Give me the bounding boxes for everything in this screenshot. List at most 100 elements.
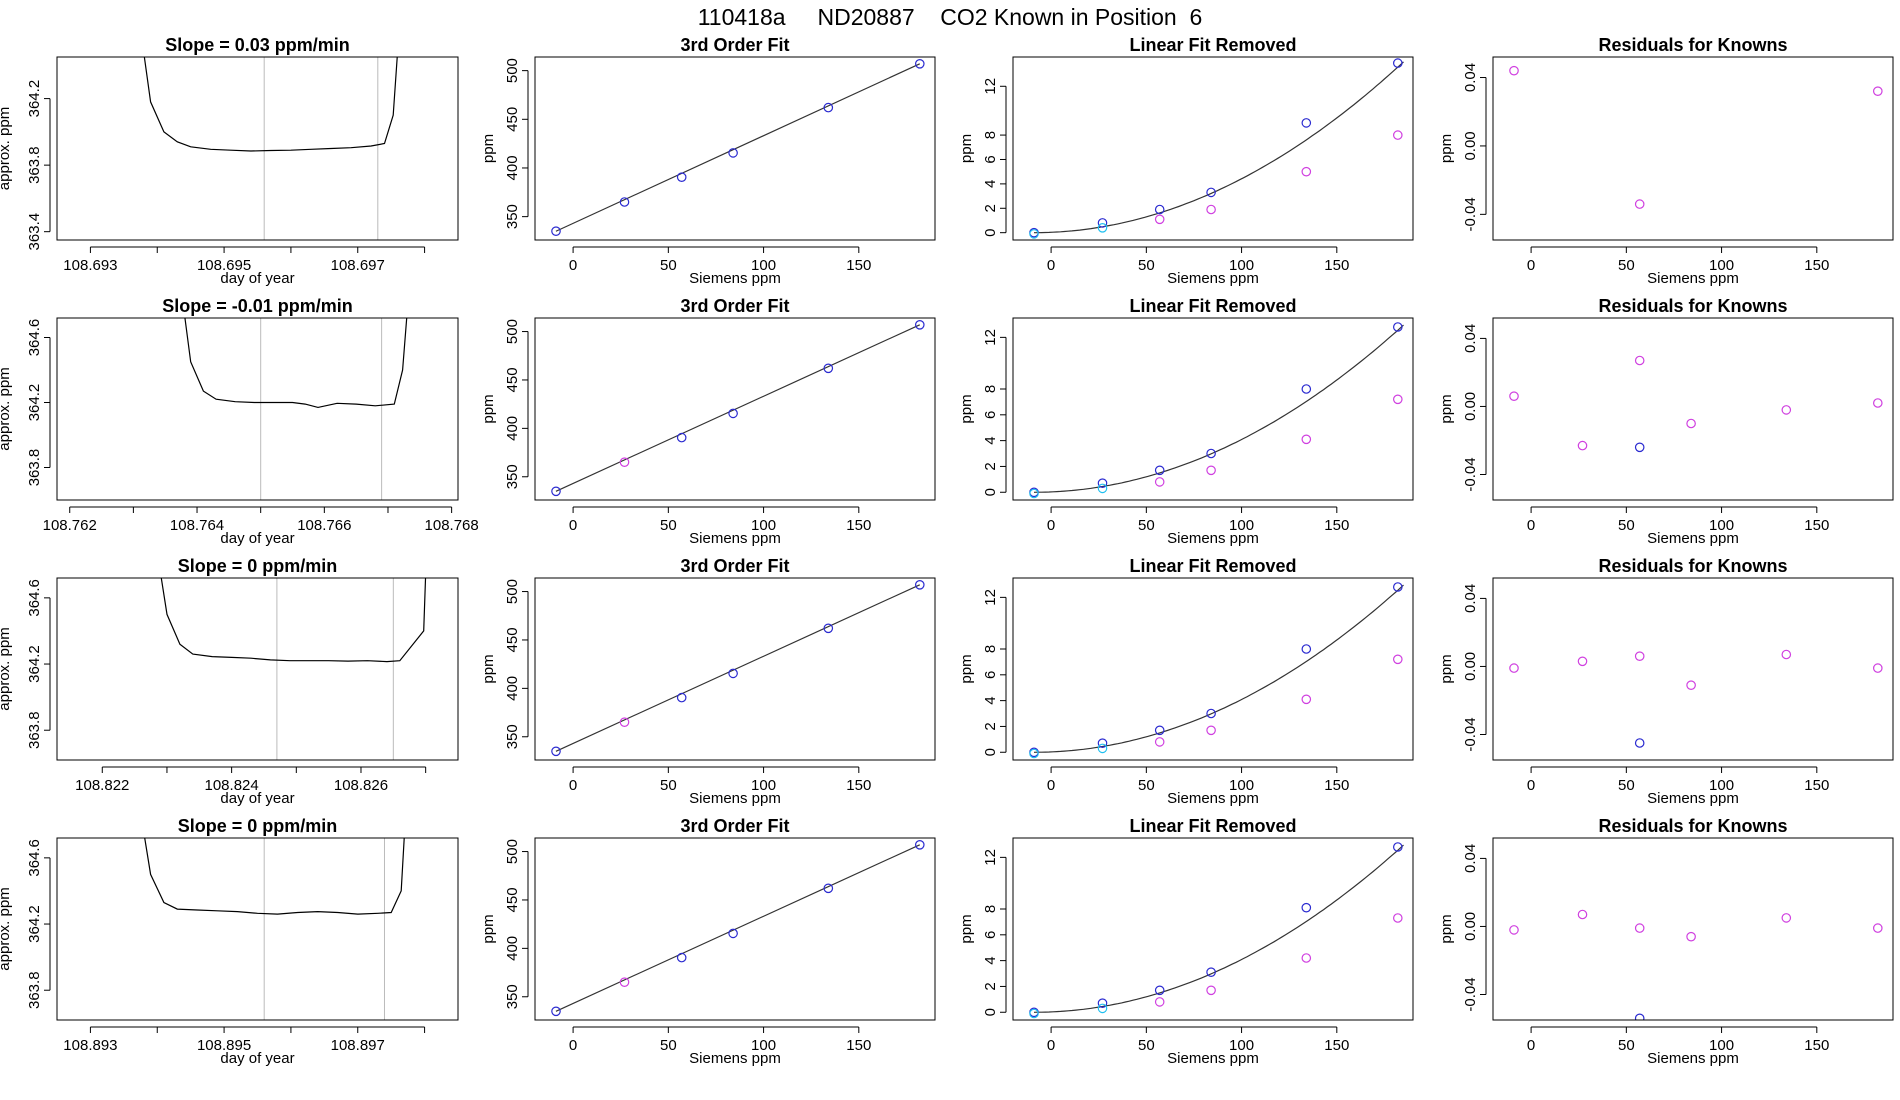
data-point — [1097, 478, 1108, 488]
y-tick-label: 363.4 — [26, 213, 43, 251]
plot-frame — [56, 56, 459, 241]
panel-r4-c1: Slope = 0 ppm/min 108.893 108.895 108.897 da… — [0, 816, 459, 1067]
data-point — [1781, 405, 1792, 415]
data-point — [1301, 644, 1312, 654]
data-point — [1781, 913, 1792, 923]
y-tick-label: 8 — [982, 905, 999, 913]
data-point — [1301, 434, 1312, 445]
data-point — [1097, 483, 1108, 494]
data-point — [914, 58, 925, 69]
y-tick-label: 4 — [982, 180, 999, 188]
x-tick-label: 50 — [1138, 1037, 1155, 1054]
panel-title: Slope = -0.01 ppm/min — [162, 296, 353, 316]
y-tick-label: 364.2 — [26, 384, 43, 422]
y-tick-label: 0.04 — [1462, 324, 1479, 353]
data-point — [1301, 118, 1312, 128]
x-tick-label: 0 — [569, 777, 577, 794]
panel-title: 3rd Order Fit — [680, 296, 789, 316]
fit-line — [555, 584, 921, 752]
x-tick-label: 50 — [1138, 517, 1155, 534]
y-tick-label: 4 — [982, 696, 999, 704]
data-point — [1634, 199, 1645, 209]
data-point — [676, 172, 687, 182]
x-tick-label: 100 — [751, 1037, 776, 1054]
data-point — [823, 363, 834, 374]
data-point — [1509, 663, 1519, 673]
y-axis-label: ppm — [480, 394, 497, 423]
plot-frame — [1012, 317, 1414, 501]
y-tick-label: 6 — [982, 411, 999, 419]
y-tick-label: 8 — [982, 385, 999, 393]
data-point — [619, 977, 630, 987]
panel-r3-c2: 3rd Order Fit 0 50 100 150 Siemens ppm 350 400 4… — [480, 556, 936, 807]
data-point — [1301, 953, 1312, 963]
data-point — [1206, 725, 1216, 736]
data-point — [1393, 582, 1403, 592]
y-axis-label: ppm — [958, 654, 975, 683]
data-point — [1154, 204, 1165, 215]
data-point — [1097, 218, 1108, 228]
panel-r4-c4: Residuals for Knowns 0 50 100 150 Siemens ppm… — [1438, 816, 1894, 1067]
panel-r1-c3: Linear Fit Removed 0 50 100 150 Siemens ppm 0 2… — [958, 35, 1414, 287]
panel-r3-c1: Slope = 0 ppm/min 108.822 108.824 108.826 da… — [0, 556, 459, 807]
x-tick-label: 100 — [751, 257, 776, 274]
panel-title: 3rd Order Fit — [680, 556, 789, 576]
y-tick-label: 400 — [504, 416, 521, 441]
panel-title: Linear Fit Removed — [1129, 35, 1296, 55]
panel-r3-c3: Linear Fit Removed 0 50 100 150 Siemens ppm 0 2… — [958, 556, 1414, 807]
panel-title: 3rd Order Fit — [680, 35, 789, 55]
plot-area — [160, 578, 427, 760]
plot-frame — [1012, 837, 1414, 1021]
data-point — [1634, 355, 1645, 366]
x-tick-label: 150 — [1804, 777, 1829, 794]
x-axis-label: Siemens ppm — [1167, 270, 1259, 287]
y-tick-label: 0.00 — [1462, 131, 1479, 160]
x-tick-label: 0 — [1527, 517, 1535, 534]
data-point — [728, 668, 738, 679]
x-tick-label: 108.762 — [43, 517, 97, 534]
y-axis-label: approx. ppm — [0, 367, 13, 450]
plot-area — [1029, 322, 1404, 499]
y-tick-label: 0 — [982, 748, 999, 756]
panel-r4-c2: 3rd Order Fit 0 50 100 150 Siemens ppm 350 400 4… — [480, 816, 936, 1067]
x-tick-label: 100 — [751, 517, 776, 534]
x-axis-label: Siemens ppm — [689, 790, 781, 807]
y-axis-label: ppm — [1438, 394, 1455, 423]
x-axis-label: Siemens ppm — [1647, 1050, 1739, 1067]
plot-area — [551, 579, 925, 757]
x-tick-label: 50 — [1618, 777, 1635, 794]
data-point — [728, 148, 738, 158]
y-tick-label: 0.04 — [1462, 63, 1479, 92]
data-point — [1393, 913, 1403, 923]
data-point — [1634, 1013, 1645, 1020]
x-tick-label: 0 — [1527, 777, 1535, 794]
y-tick-label: 363.8 — [26, 146, 43, 184]
data-point — [1154, 737, 1165, 747]
series-line — [144, 838, 405, 915]
y-tick-label: 364.6 — [26, 839, 43, 877]
x-tick-label: 150 — [1804, 1037, 1829, 1054]
x-tick-label: 108.764 — [170, 517, 224, 534]
plot-area — [551, 839, 925, 1017]
data-point — [1029, 229, 1039, 239]
data-point — [728, 928, 738, 939]
plot-frame — [56, 317, 459, 501]
x-tick-label: 108.895 — [197, 1037, 251, 1054]
data-point — [1509, 65, 1519, 76]
data-point — [1509, 391, 1519, 401]
data-point — [1686, 931, 1696, 942]
x-tick-label: 50 — [1138, 257, 1155, 274]
data-point — [1301, 694, 1312, 705]
data-point — [1634, 651, 1645, 661]
data-point — [676, 692, 687, 703]
data-point — [1577, 656, 1588, 667]
plot-frame — [1492, 837, 1894, 1021]
plot-area — [144, 838, 405, 1020]
x-tick-label: 150 — [846, 257, 871, 274]
y-tick-label: 363.8 — [26, 971, 43, 1009]
data-point — [676, 952, 687, 963]
x-tick-label: 50 — [660, 257, 677, 274]
data-point — [551, 746, 561, 757]
plot-area — [1509, 909, 1883, 1020]
y-tick-label: 350 — [504, 984, 521, 1009]
